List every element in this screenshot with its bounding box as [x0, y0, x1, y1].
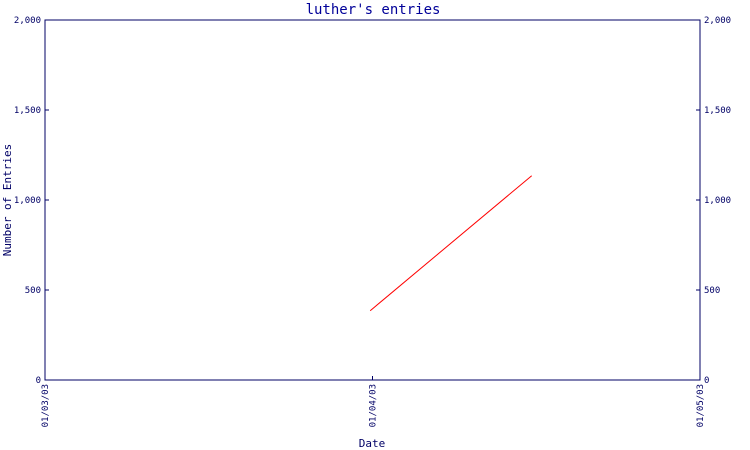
- plot-area: [44, 19, 701, 381]
- x-axis: 01/03/03 01/04/03 01/05/03: [41, 376, 706, 427]
- y-tick-label-right: 500: [704, 286, 720, 296]
- y-tick-label-right: 1,500: [704, 106, 731, 116]
- series-layer: [369, 175, 533, 312]
- series-line: [369, 175, 533, 312]
- x-tick-label: 01/03/03: [41, 384, 51, 427]
- y-tick-label-left: 0: [36, 376, 41, 386]
- chart-title: luther's entries: [306, 2, 441, 18]
- y-tick-label-right: 1,000: [704, 196, 731, 206]
- x-tick-label: 01/05/03: [696, 384, 706, 427]
- y-tick-label-right: 2,000: [704, 16, 731, 26]
- x-tick-label: 01/04/03: [369, 384, 379, 427]
- y-axis-right: 0 500 1,000 1,500 2,000: [696, 16, 731, 386]
- y-tick-label-left: 1,500: [14, 106, 41, 116]
- y-tick-label-left: 2,000: [14, 16, 41, 26]
- y-axis-left: 0 500 1,000 1,500 2,000: [14, 16, 49, 386]
- y-tick-label-left: 1,000: [14, 196, 41, 206]
- y-tick-label-right: 0: [704, 376, 709, 386]
- y-tick-label-left: 500: [25, 286, 41, 296]
- y-axis-label: Number of Entries: [1, 144, 14, 257]
- x-axis-label: Date: [359, 437, 386, 450]
